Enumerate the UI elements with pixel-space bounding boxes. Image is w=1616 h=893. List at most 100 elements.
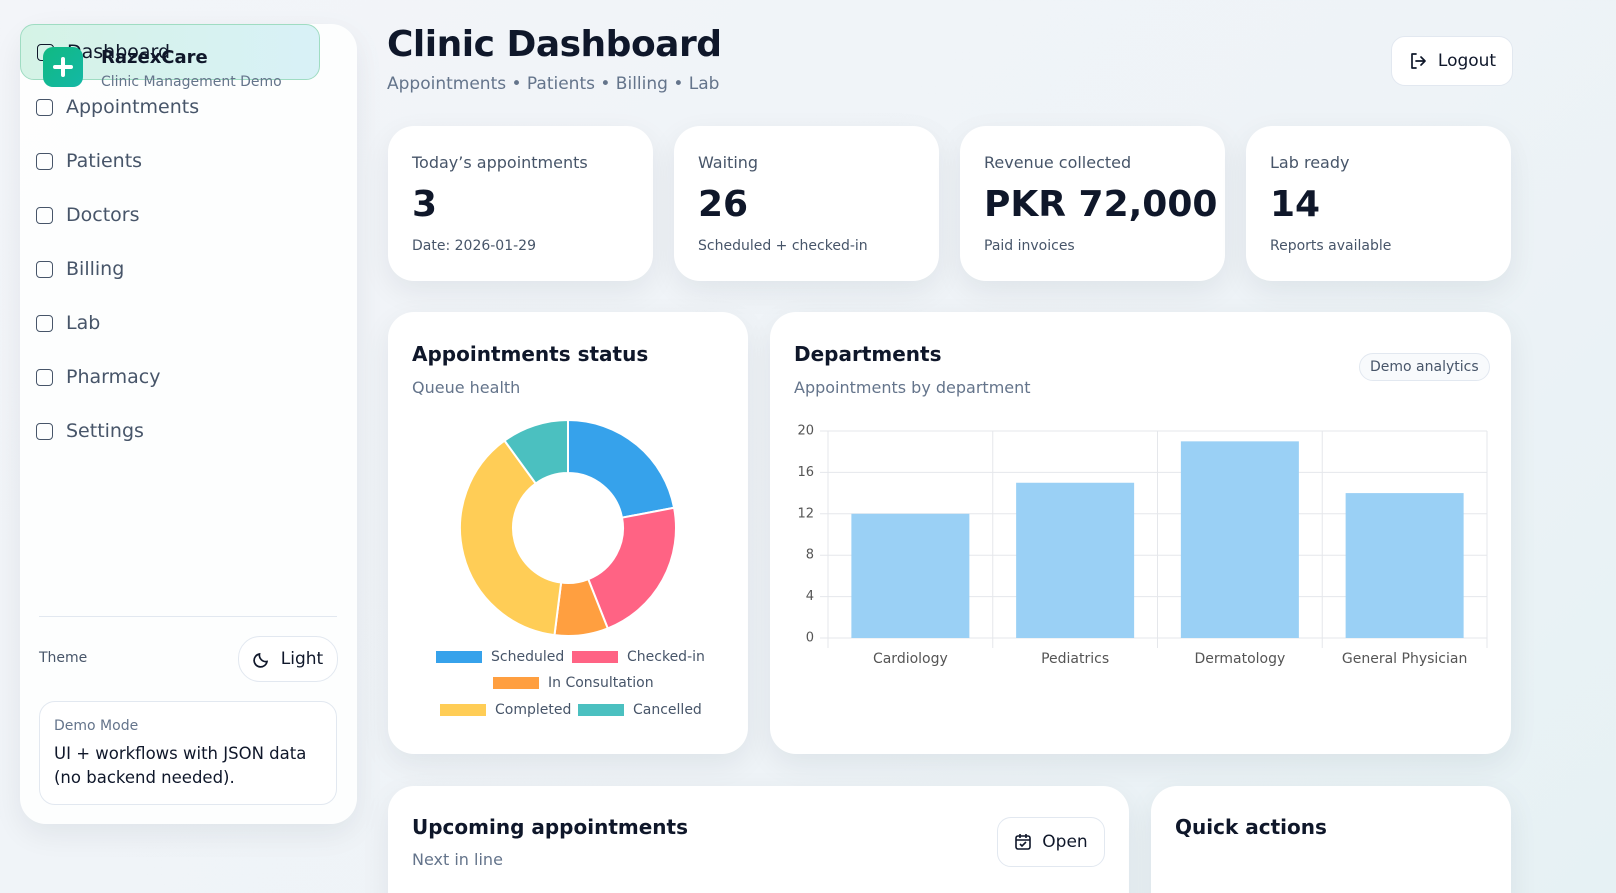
nav-item[interactable]: Settings <box>20 404 318 458</box>
logout-label: Logout <box>1437 51 1497 71</box>
sidebar: RazexCare Clinic Management Demo Dashboa… <box>20 24 357 824</box>
legend-swatch <box>493 677 539 689</box>
divider <box>39 616 337 617</box>
logout-button[interactable]: Logout <box>1391 36 1513 86</box>
x-tick-label: Pediatrics <box>1041 651 1109 667</box>
bar <box>851 513 970 638</box>
bar <box>1180 441 1299 638</box>
calendar-icon <box>1015 834 1032 850</box>
y-tick-label: 8 <box>806 548 814 563</box>
stat-value: 26 <box>698 184 749 225</box>
stat-card: Lab ready 14 Reports available <box>1246 126 1511 281</box>
donut-slice <box>586 506 677 630</box>
nav-item[interactable]: Doctors <box>20 188 318 242</box>
nav-label: Doctors <box>66 204 140 226</box>
stat-label: Today’s appointments <box>412 153 588 172</box>
open-button[interactable]: Open <box>997 817 1105 867</box>
card-title: Departments <box>794 342 942 366</box>
nav-label: Appointments <box>66 96 200 118</box>
nav-label: Pharmacy <box>66 366 161 388</box>
demo-title: Demo Mode <box>54 718 139 734</box>
legend-swatch <box>436 651 482 663</box>
nav-item[interactable]: Pharmacy <box>20 350 318 404</box>
x-tick-label: General Physician <box>1342 651 1467 667</box>
legend-label: Completed <box>495 702 571 718</box>
badge: Demo analytics <box>1359 353 1490 381</box>
stat-note: Paid invoices <box>984 238 1075 254</box>
legend-swatch <box>572 651 618 663</box>
departments-card: Departments Appointments by department D… <box>770 312 1511 754</box>
nav-item[interactable]: Appointments <box>20 80 318 134</box>
page-title: Clinic Dashboard <box>387 24 722 65</box>
legend-label: In Consultation <box>548 675 654 691</box>
y-tick-label: 20 <box>797 424 814 439</box>
card-title: Quick actions <box>1175 815 1327 839</box>
stat-note: Reports available <box>1270 238 1392 254</box>
nav-label: Billing <box>66 258 125 280</box>
stat-label: Waiting <box>698 153 759 172</box>
stat-card: Revenue collected PKR 72,000 Paid invoices <box>960 126 1225 281</box>
donut-slice <box>459 439 563 637</box>
logo-icon <box>53 57 73 77</box>
card-title: Upcoming appointments <box>412 815 688 839</box>
bar-chart: 0 4 8 12 16 20 Cardiology Pediatrics Dermatology… <box>797 424 1488 667</box>
stat-label: Lab ready <box>1270 153 1350 172</box>
nav-icon <box>36 422 53 440</box>
stat-value: PKR 72,000 <box>984 184 1218 225</box>
moon-icon <box>253 652 268 668</box>
donut-slice <box>503 418 569 485</box>
nav-icon <box>36 314 53 332</box>
upcoming-card: Upcoming appointments Next in line Open <box>388 786 1129 893</box>
legend-swatch <box>578 704 624 716</box>
stat-note: Scheduled + checked-in <box>698 238 868 254</box>
logo <box>43 47 83 87</box>
card-subtitle: Next in line <box>412 850 503 869</box>
nav-item[interactable]: Lab <box>20 296 318 350</box>
y-tick-label: 12 <box>797 506 814 521</box>
y-tick-label: 4 <box>806 589 814 604</box>
brand-name: RazexCare <box>101 47 208 68</box>
nav-label: Patients <box>66 150 143 172</box>
nav-label: Settings <box>66 420 144 442</box>
demo-box: Demo Mode UI + workflows with JSON data … <box>39 701 337 805</box>
page-subtitle: Appointments • Patients • Billing • Lab <box>387 74 720 94</box>
card-subtitle: Queue health <box>412 378 521 397</box>
bar <box>1345 493 1464 638</box>
stat-value: 14 <box>1270 184 1321 225</box>
donut-slice <box>567 418 676 519</box>
nav-icon <box>36 368 53 386</box>
stat-card: Waiting 26 Scheduled + checked-in <box>674 126 939 281</box>
nav-label: Lab <box>66 312 101 334</box>
card-title: Appointments status <box>412 342 649 366</box>
nav-item[interactable]: Billing <box>20 242 318 296</box>
stat-value: 3 <box>412 184 438 225</box>
y-tick-label: 16 <box>797 465 814 480</box>
nav-icon <box>36 206 53 224</box>
theme-label: Theme <box>39 650 88 666</box>
quick-card: Quick actions <box>1151 786 1511 893</box>
stat-label: Revenue collected <box>984 153 1132 172</box>
nav-icon <box>36 260 53 278</box>
x-tick-label: Cardiology <box>873 651 948 667</box>
status-card: Appointments status Queue health Schedul… <box>388 312 748 754</box>
nav-icon <box>36 152 53 170</box>
nav-item[interactable]: Patients <box>20 134 318 188</box>
legend-swatch <box>440 704 486 716</box>
theme-button-label: Light <box>280 649 324 669</box>
donut-chart: Scheduled Checked-in In Consultation Comple… <box>436 418 705 718</box>
nav-label: Dashboard <box>67 41 171 63</box>
theme-button[interactable]: Light <box>238 636 338 682</box>
bar <box>1016 482 1135 638</box>
card-subtitle: Appointments by department <box>794 378 1031 397</box>
demo-text: UI + workflows with JSON data (no backen… <box>54 744 307 787</box>
logout-icon <box>1411 53 1426 69</box>
legend-label: Checked-in <box>627 649 705 665</box>
brand-tagline: Clinic Management Demo <box>101 74 282 90</box>
nav-icon <box>36 98 53 116</box>
open-label: Open <box>1042 832 1088 852</box>
stat-note: Date: 2026-01-29 <box>412 238 536 254</box>
x-tick-label: Dermatology <box>1194 651 1285 667</box>
legend-label: Cancelled <box>633 702 702 718</box>
